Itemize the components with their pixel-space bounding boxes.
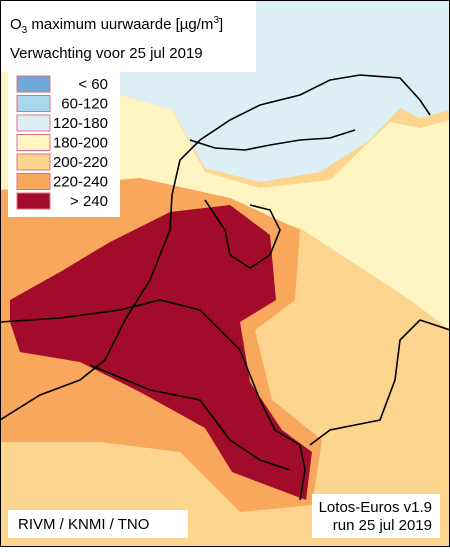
legend-label: 220-240	[53, 174, 108, 191]
legend-label: 60-120	[61, 96, 108, 113]
title-part: ]	[219, 16, 223, 33]
title-part: 3	[22, 25, 28, 36]
credits-box	[8, 510, 188, 538]
legend-swatch	[16, 95, 51, 112]
region	[10, 205, 312, 500]
legend-label: 200-220	[53, 154, 108, 171]
title-part: 3	[213, 15, 219, 26]
coastline	[0, 74, 431, 421]
legend-label: 120-180	[53, 115, 108, 132]
legend-swatch	[16, 134, 51, 151]
legend-swatch	[16, 114, 51, 132]
model-version: Lotos-Euros v1.9	[319, 499, 432, 516]
credits: RIVM / KNMI / TNO	[18, 516, 149, 533]
model-box	[312, 494, 440, 538]
legend-swatch	[16, 153, 51, 171]
legend-swatch	[16, 75, 51, 93]
coastline	[0, 299, 306, 501]
coastline	[204, 199, 281, 269]
legend-label: < 60	[78, 76, 108, 93]
run-date: run 25 jul 2019	[333, 517, 432, 534]
legend-swatch	[16, 192, 51, 210]
map-subtitle: Verwachting voor 25 jul 2019	[10, 45, 203, 62]
title-part: O	[10, 16, 22, 33]
legend-label: > 240	[70, 193, 108, 210]
legend: < 60 60-120 120-180 180-200 200-220 220-240 > …	[16, 75, 108, 210]
coastlines	[0, 74, 450, 501]
border	[309, 319, 450, 446]
title-box	[0, 0, 256, 72]
legend-swatch	[16, 173, 51, 190]
legend-label: 180-200	[53, 135, 108, 152]
title-part: maximum uurwaarde [µg/m	[27, 16, 213, 33]
border	[89, 364, 291, 471]
coastline	[189, 129, 356, 151]
map-title: O3 maximum uurwaarde [µg/m3]	[10, 15, 223, 36]
